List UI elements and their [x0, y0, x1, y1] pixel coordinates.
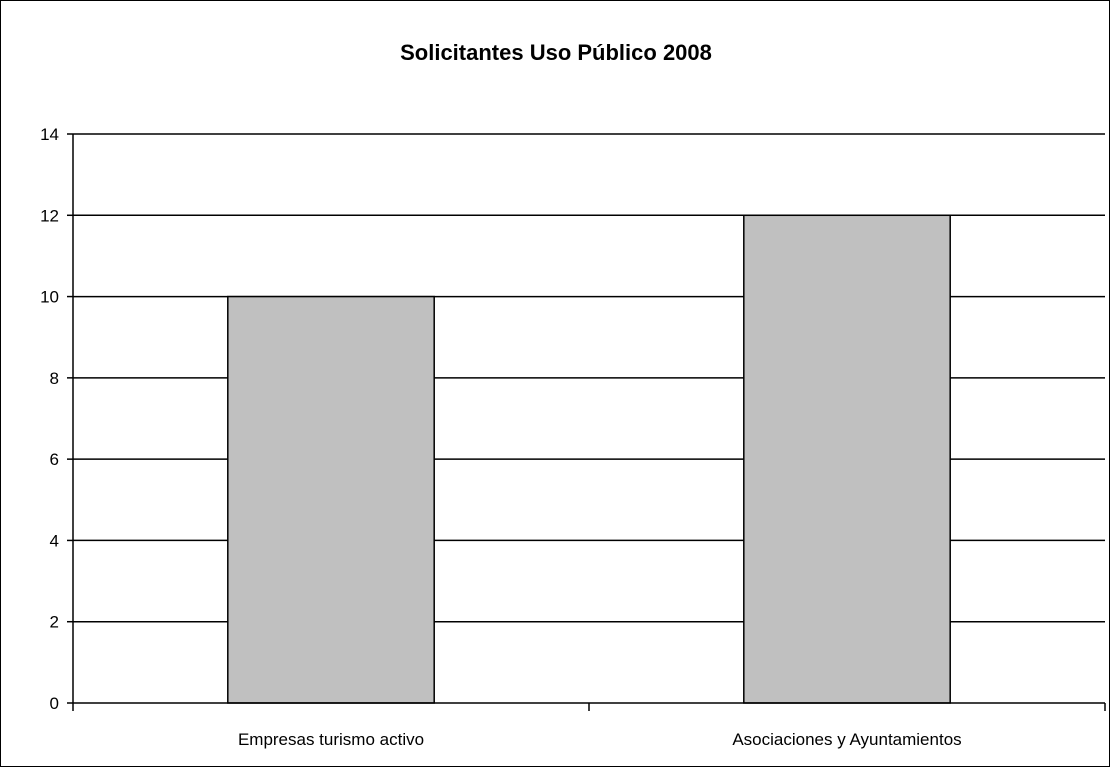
- y-tick-label: 2: [50, 613, 59, 632]
- y-tick-label: 14: [40, 125, 59, 144]
- x-tick-label: Empresas turismo activo: [238, 730, 424, 749]
- y-tick-label: 6: [50, 450, 59, 469]
- y-tick-label: 4: [50, 531, 59, 550]
- y-tick-label: 8: [50, 369, 59, 388]
- axes: [67, 133, 1106, 711]
- y-tick-label: 0: [50, 694, 59, 713]
- bar: [227, 295, 435, 704]
- chart-title: Solicitantes Uso Público 2008: [400, 40, 712, 65]
- y-tick-label: 10: [40, 288, 59, 307]
- y-tick-label: 12: [40, 206, 59, 225]
- bar: [743, 214, 951, 704]
- bars: [227, 214, 951, 704]
- x-tick-labels: Empresas turismo activo Asociaciones y Ay…: [238, 730, 962, 749]
- y-tick-labels: 0 2 4 6 8 10 12 14: [40, 125, 59, 713]
- x-tick-label: Asociaciones y Ayuntamientos: [732, 730, 961, 749]
